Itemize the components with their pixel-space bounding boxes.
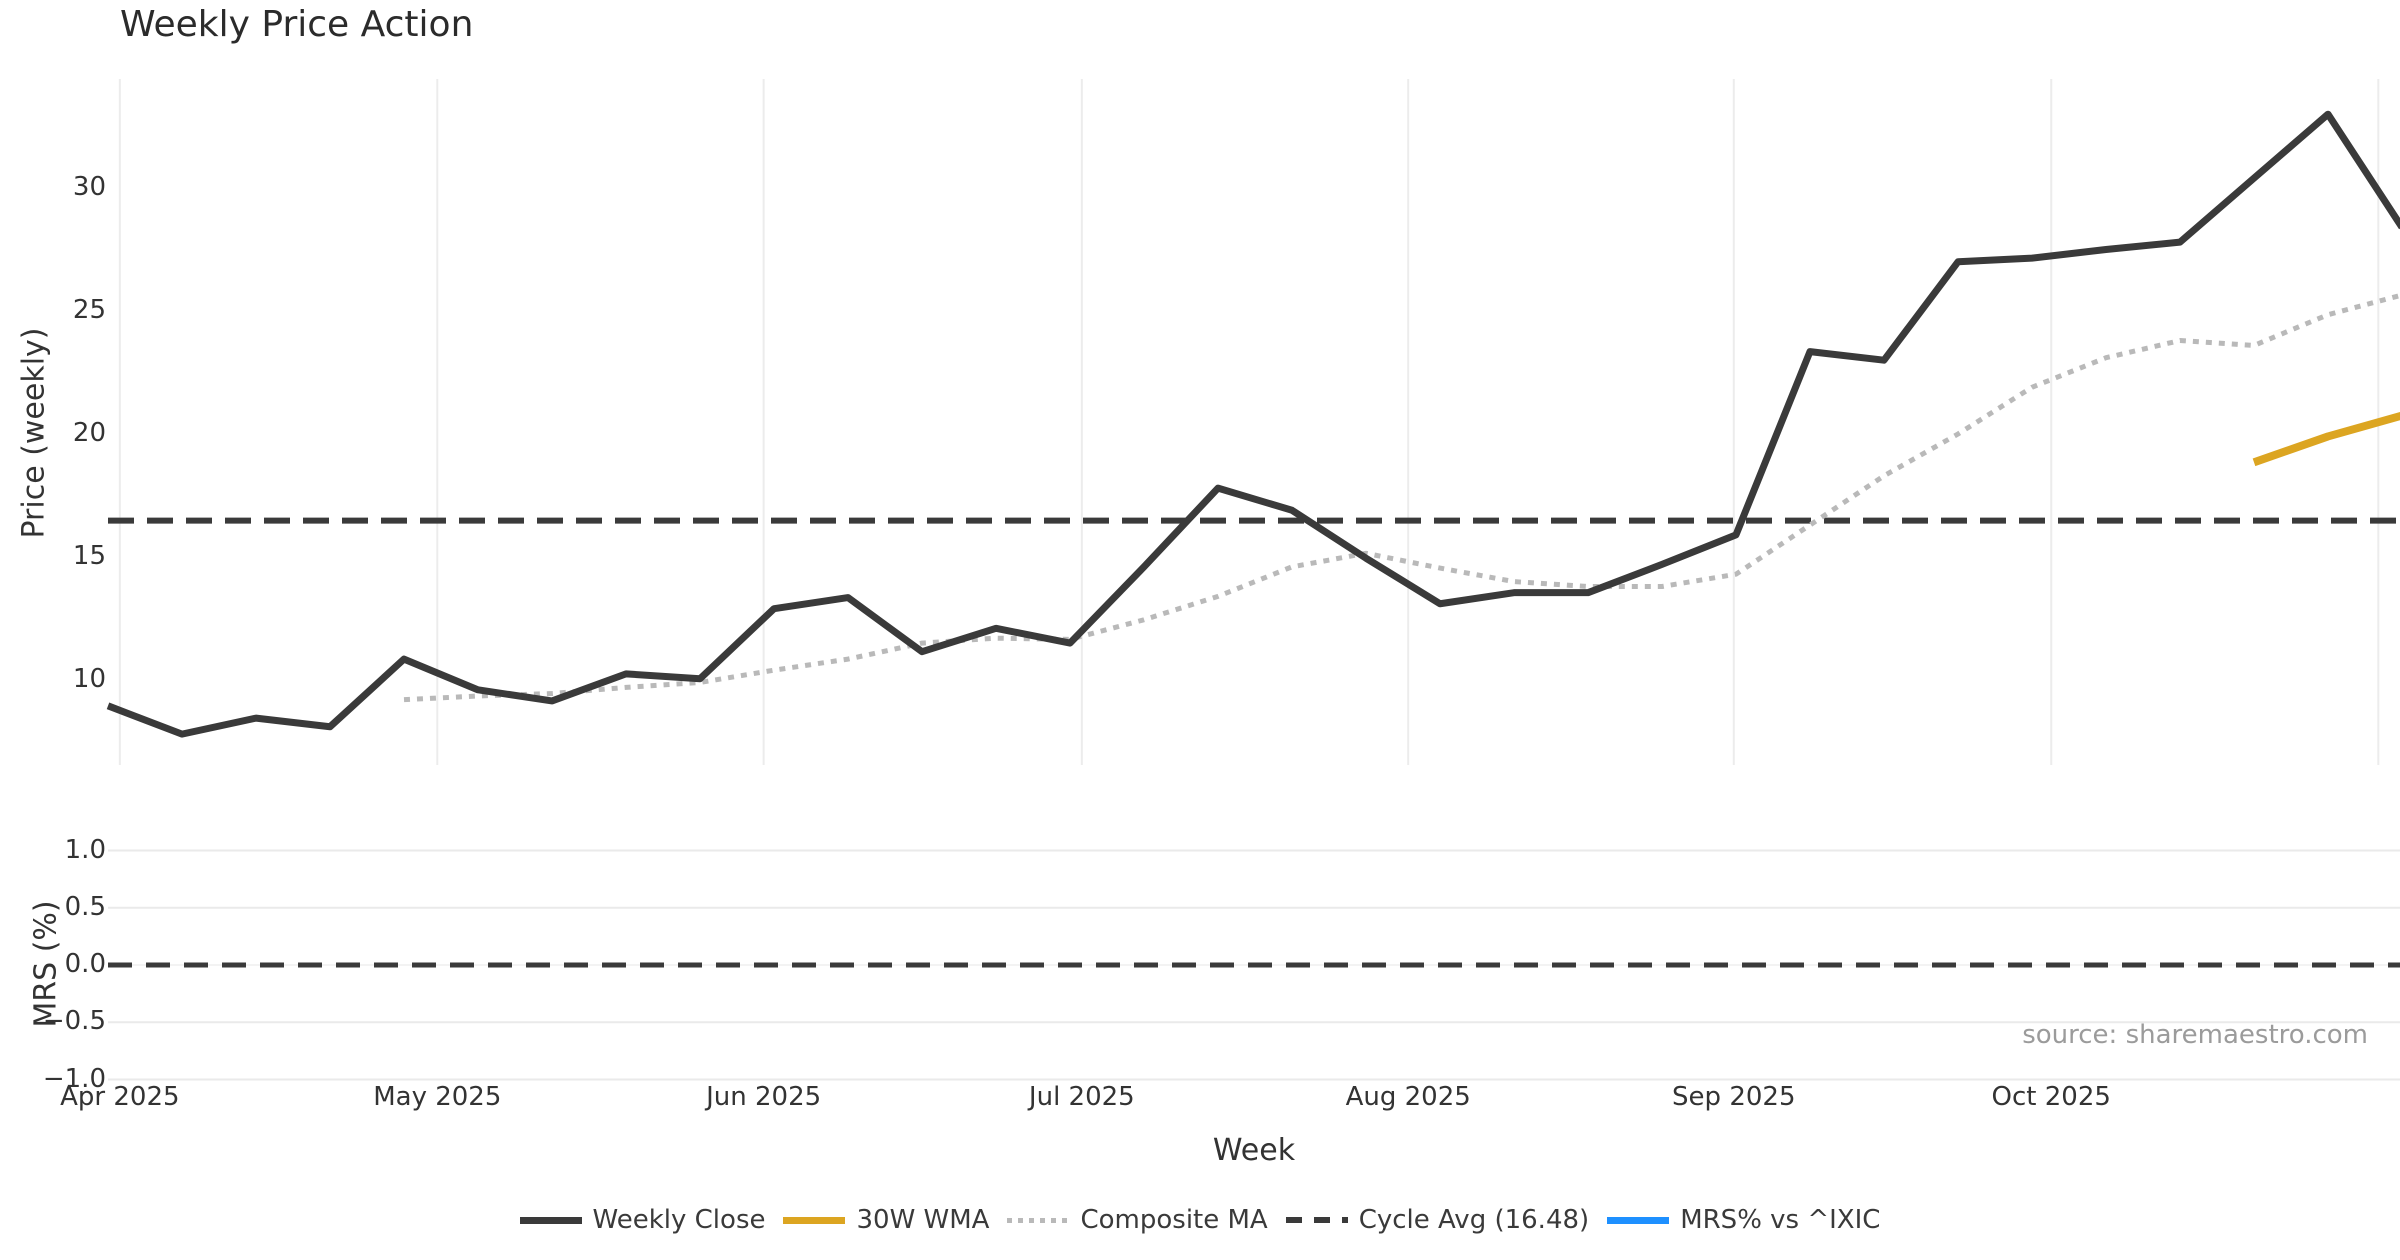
legend-label-30w-wma: 30W WMA: [856, 1205, 990, 1235]
price-y-tick-label: 30: [72, 172, 106, 202]
mrs-y-tick-label: −1.0: [42, 1063, 106, 1094]
legend-item-composite-ma: Composite MA: [1007, 1205, 1268, 1235]
legend-swatch-weekly-close: [519, 1216, 582, 1224]
chart-legend: Weekly Close 30W WMA Composite MA Cycle Avg…: [0, 1205, 2400, 1235]
legend-label-cycle-avg: Cycle Avg (16.48): [1358, 1205, 1590, 1235]
30w-wma-line: [2252, 411, 2400, 467]
legend-swatch-30w-wma: [783, 1216, 846, 1224]
weekly-close-line: [106, 110, 2400, 738]
mrs-y-tick-label: −0.5: [42, 1006, 106, 1037]
mrs-y-tick-label: 1.0: [64, 834, 106, 865]
mrs-y-tick-label: 0.5: [64, 891, 106, 922]
legend-item-cycle-avg: Cycle Avg (16.48): [1285, 1205, 1590, 1235]
source-credit: source: sharemaestro.com: [2022, 1020, 2368, 1050]
legend-item-weekly-close: Weekly Close: [519, 1205, 766, 1235]
week-axis-label: Week: [1212, 1133, 1296, 1168]
price-y-tick-label: 20: [72, 418, 106, 448]
chart-title: Weekly Price Action: [120, 4, 474, 45]
legend-swatch-composite-ma: [1007, 1217, 1070, 1223]
legend-swatch-cycle-avg: [1285, 1217, 1348, 1223]
price-y-tick-label: 10: [72, 664, 106, 694]
legend-label-composite-ma: Composite MA: [1080, 1205, 1268, 1235]
legend-item-30w-wma: 30W WMA: [783, 1205, 989, 1235]
month-tick-label: Oct 2025: [1991, 1082, 2111, 1112]
legend-label-weekly-close: Weekly Close: [592, 1205, 766, 1235]
month-tick-label: Apr 2025: [60, 1082, 180, 1112]
price-y-tick-label: 25: [72, 295, 106, 325]
mrs-y-tick-label: 0.0: [64, 949, 106, 979]
price-y-tick-label: 15: [72, 541, 106, 571]
composite-ma-line: [403, 292, 2400, 703]
month-tick-label: Jun 2025: [706, 1082, 822, 1112]
month-tick-label: Aug 2025: [1345, 1082, 1471, 1112]
legend-label-mrs-vs-ixic: MRS% vs ^IXIC: [1680, 1205, 1881, 1235]
legend-swatch-mrs-vs-ixic: [1607, 1216, 1670, 1224]
month-tick-label: Sep 2025: [1672, 1082, 1796, 1112]
legend-item-mrs-vs-ixic: MRS% vs ^IXIC: [1607, 1205, 1880, 1235]
month-tick-label: May 2025: [373, 1082, 502, 1112]
month-tick-label: Jul 2025: [1028, 1082, 1135, 1112]
